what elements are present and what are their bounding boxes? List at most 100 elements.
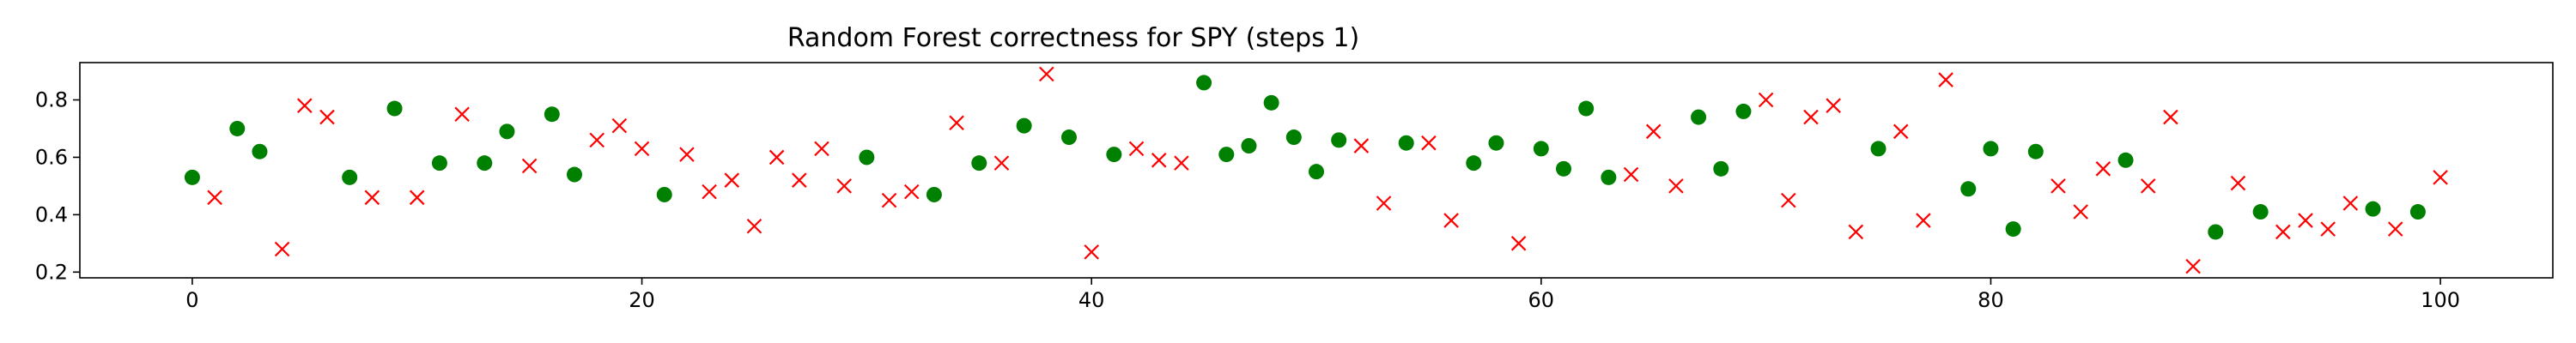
correct-point [1488,135,1504,151]
correct-point [859,149,875,165]
incorrect-point [1893,123,1909,140]
correct-point [1016,117,1032,134]
incorrect-point [993,155,1010,171]
incorrect-point [2320,221,2336,237]
incorrect-point [364,190,380,206]
correct-point [1983,141,1999,157]
correct-point [1578,100,1595,117]
incorrect-point [1623,166,1639,183]
correct-point [1556,160,1571,177]
correct-point [1241,138,1257,154]
correct-point [567,166,582,183]
incorrect-point [2230,175,2246,191]
incorrect-point [634,141,650,157]
correct-point [2027,143,2044,159]
correct-point [1106,147,1122,163]
incorrect-point [611,117,628,134]
incorrect-point [1510,236,1527,251]
correct-point [544,106,560,123]
incorrect-point [1376,196,1392,211]
incorrect-point [2050,178,2066,194]
axis-ticks: 0 20 40 60 80 100 0.2 0.4 0.6 0.8 [35,88,2460,312]
incorrect-point [2387,221,2403,237]
correct-point [1398,135,1414,151]
incorrect-point [1421,135,1437,151]
incorrect-point [1174,155,1189,171]
correct-point [1691,109,1707,125]
incorrect-point [836,178,852,194]
incorrect-point [2140,178,2156,194]
y-tick-label: 0.4 [35,202,68,226]
incorrect-point [1084,244,1099,260]
incorrect-point [2073,204,2088,220]
y-tick-label: 0.6 [35,145,68,169]
incorrect-point [949,115,964,131]
incorrect-point [1151,153,1167,168]
incorrect-point [454,106,470,123]
incorrect-point [1781,192,1796,208]
correct-point [926,186,942,202]
incorrect-point [1826,98,1841,113]
incorrect-point [2163,109,2178,125]
x-tick-label: 80 [1978,288,2004,312]
incorrect-point [1128,141,1145,157]
correct-point [229,120,246,136]
incorrect-point [1938,72,1953,87]
plot-area-frame [79,62,2554,279]
incorrect-point [2275,224,2291,240]
incorrect-point [724,172,740,188]
incorrect-point [792,172,807,188]
correct-point [1960,181,1977,197]
y-tick-label: 0.8 [35,88,68,112]
incorrect-point [1803,109,1819,125]
correct-point [499,123,515,140]
incorrect-point [903,184,920,200]
correct-point [1713,160,1729,177]
correct-point [477,155,493,172]
incorrect-point [2342,196,2359,211]
incorrect-point [814,141,829,157]
correct-point [2252,204,2269,220]
incorrect-point [1848,224,1864,240]
incorrect-point [589,132,605,148]
x-tick-label: 0 [185,288,198,312]
incorrect-point [1443,213,1459,228]
incorrect-point [769,149,785,165]
incorrect-point [881,192,897,208]
incorrect-point [207,190,222,206]
correct-point [1285,129,1302,146]
x-tick-label: 60 [1528,288,1555,312]
correct-point [1331,132,1347,148]
correct-point [1735,103,1752,119]
incorrect-point [274,241,290,257]
data-points [184,66,2448,274]
correct-point [1533,141,1549,157]
y-tick-label: 0.2 [35,260,68,284]
correct-point [252,143,268,159]
correct-point [1263,94,1279,111]
correct-point [2005,221,2021,238]
correct-point [431,155,447,172]
incorrect-point [2185,258,2201,274]
correct-point [2117,152,2134,168]
incorrect-point [521,158,538,174]
correct-point [1466,155,1482,172]
correct-point [656,186,672,202]
correct-point [1061,129,1077,146]
x-tick-label: 20 [629,288,655,312]
incorrect-point [2298,213,2313,228]
correct-point [2208,224,2224,240]
correct-point [342,169,358,185]
incorrect-point [746,218,762,234]
x-tick-label: 100 [2421,288,2460,312]
correct-point [2409,204,2426,220]
incorrect-point [1916,213,1931,228]
incorrect-point [702,184,717,200]
incorrect-point [1645,123,1662,140]
correct-point [1601,169,1617,185]
x-tick-label: 40 [1078,288,1105,312]
correct-point [1870,141,1886,157]
incorrect-point [1758,92,1774,108]
incorrect-point [1353,138,1370,153]
